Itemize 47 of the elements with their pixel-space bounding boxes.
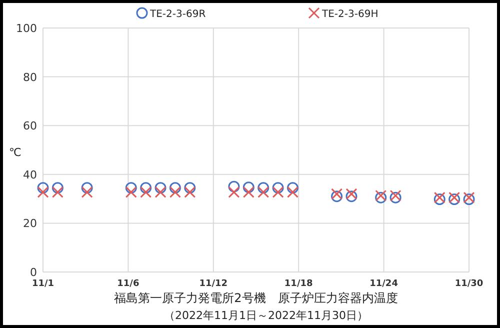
point <box>154 182 166 194</box>
point <box>286 182 298 194</box>
x-tick-label: 11/30 <box>454 279 484 289</box>
point <box>81 182 93 194</box>
text: 福島第一原子力発電所2号機 原子炉圧力容器内温度 <box>114 291 398 305</box>
point <box>169 182 181 194</box>
point <box>37 182 49 194</box>
point <box>154 186 166 198</box>
point <box>52 186 64 198</box>
x-tick-label: 11/12 <box>199 279 228 289</box>
point <box>184 182 196 194</box>
y-tick-label: 60 <box>23 120 37 133</box>
point <box>242 186 254 198</box>
x-tick-label: 11/6 <box>117 279 140 289</box>
point <box>258 182 270 194</box>
point <box>258 186 270 198</box>
point <box>184 186 196 198</box>
x-tick-label: 11/24 <box>370 279 398 289</box>
point <box>125 186 137 198</box>
point <box>140 182 152 194</box>
text: （2022年11月1日～2022年11月30日） <box>164 309 368 322</box>
legend-label: TE-2-3-69H <box>321 9 378 20</box>
y-tick-label: 80 <box>23 70 37 84</box>
y-tick-label: 20 <box>23 217 37 230</box>
point <box>272 186 284 198</box>
point <box>331 188 343 200</box>
point <box>125 182 137 194</box>
point <box>346 188 358 200</box>
point <box>346 190 358 202</box>
y-tick-label: 100 <box>16 22 37 35</box>
point <box>81 186 93 198</box>
point <box>140 186 152 198</box>
point <box>242 182 254 194</box>
y-tick-label: 0 <box>30 266 37 279</box>
y-axis-title: ℃ <box>9 146 22 159</box>
point <box>228 186 240 198</box>
point <box>169 186 181 198</box>
point <box>286 186 298 198</box>
legend-label: TE-2-3-69R <box>149 9 206 20</box>
x-tick-label: 11/1 <box>32 279 54 289</box>
y-tick-label: 40 <box>23 168 37 182</box>
point <box>228 180 240 192</box>
x-tick-label: 11/18 <box>284 279 313 289</box>
point <box>52 182 64 194</box>
point <box>331 190 343 202</box>
point <box>37 186 49 198</box>
point <box>272 182 284 194</box>
